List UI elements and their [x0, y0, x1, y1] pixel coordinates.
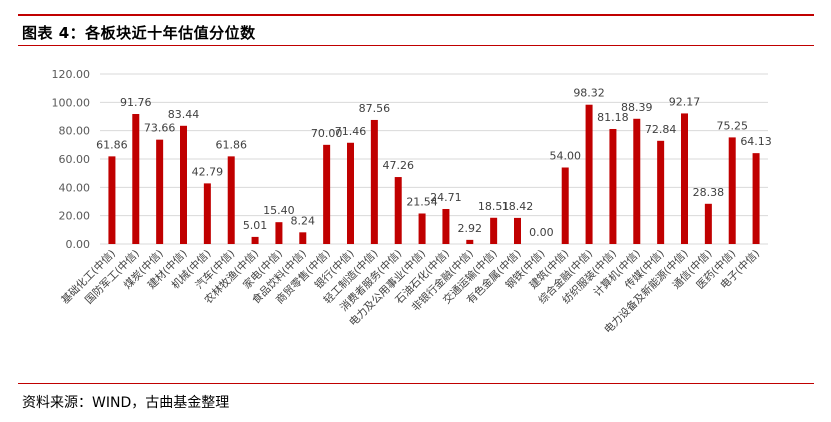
bar — [132, 114, 140, 244]
bar — [418, 213, 426, 244]
value-label: 18.51 — [478, 200, 510, 213]
y-tick-label: 40.00 — [59, 181, 91, 194]
value-label: 92.17 — [669, 95, 701, 108]
value-label: 18.42 — [502, 200, 534, 213]
y-tick-labels: 0.00 20.00 40.00 60.00 80.00 100.00 120.00 — [52, 68, 91, 251]
bar-chart: 0.00 20.00 40.00 60.00 80.00 100.00 120.00 61.… — [28, 52, 808, 372]
value-label: 2.92 — [458, 222, 483, 235]
bar — [657, 140, 665, 244]
bar — [299, 232, 307, 244]
bar — [442, 208, 450, 244]
value-label: 64.13 — [740, 135, 772, 148]
value-label: 98.32 — [573, 87, 605, 100]
value-label: 83.44 — [168, 108, 200, 121]
bar — [251, 236, 259, 244]
value-label: 70.00 — [311, 127, 343, 140]
value-labels: 61.8691.7673.6683.4442.7961.865.0115.408… — [96, 87, 772, 239]
bar — [156, 139, 164, 244]
bar — [681, 113, 688, 244]
y-tick-label: 20.00 — [59, 210, 91, 223]
value-label: 91.76 — [120, 96, 152, 109]
value-label: 88.39 — [621, 101, 653, 114]
top-rule — [18, 14, 814, 16]
bar — [633, 118, 641, 244]
value-label: 71.46 — [335, 125, 367, 138]
value-label: 15.40 — [263, 204, 295, 217]
y-tick-label: 120.00 — [52, 68, 91, 81]
y-tick-label: 60.00 — [59, 153, 91, 166]
value-label: 73.66 — [144, 122, 176, 135]
source-note: 资料来源：WIND，古曲基金整理 — [22, 395, 230, 411]
bar — [728, 137, 736, 244]
value-label: 75.25 — [716, 119, 748, 132]
value-label: 87.56 — [359, 102, 391, 115]
bar — [347, 142, 354, 244]
title-rule — [18, 45, 814, 46]
figure-title: 图表 4：各板块近十年估值分位数 — [22, 24, 256, 42]
value-label: 81.18 — [597, 111, 629, 124]
value-label: 28.38 — [693, 186, 725, 199]
bar — [514, 217, 521, 244]
y-tick-label: 100.00 — [52, 96, 91, 109]
category-labels: 基础化工(中信)国防军工(中信)煤炭(中信)建材(中信)机械(中信)汽车(中信)… — [59, 247, 763, 336]
value-label: 72.84 — [645, 123, 677, 136]
bar — [585, 104, 593, 244]
bars — [108, 104, 760, 244]
value-label: 61.86 — [96, 138, 128, 151]
bar — [203, 183, 211, 244]
value-label: 8.24 — [291, 214, 316, 227]
y-tick-label: 80.00 — [59, 125, 91, 138]
grid-lines — [100, 73, 768, 245]
value-label: 61.86 — [215, 138, 247, 151]
value-label: 54.00 — [549, 150, 581, 163]
chart-svg: 0.00 20.00 40.00 60.00 80.00 100.00 120.00 61.… — [52, 68, 772, 336]
bar — [466, 239, 474, 244]
bar — [180, 125, 187, 244]
bar — [370, 119, 378, 244]
value-label: 0.00 — [529, 226, 554, 239]
bar — [752, 153, 760, 244]
bar — [323, 144, 331, 244]
bottom-rule — [18, 383, 814, 384]
bar — [561, 167, 569, 244]
y-tick-label: 0.00 — [66, 238, 91, 251]
bar — [609, 128, 617, 244]
value-label: 42.79 — [192, 165, 224, 178]
value-label: 5.01 — [243, 219, 267, 232]
bar — [227, 156, 235, 244]
bar — [490, 217, 498, 244]
bar — [275, 222, 283, 244]
value-label: 47.26 — [382, 159, 414, 172]
bar — [394, 177, 402, 244]
value-label: 21.54 — [406, 195, 438, 208]
bar — [108, 156, 116, 244]
bar — [704, 203, 712, 244]
value-label: 24.71 — [430, 191, 462, 204]
